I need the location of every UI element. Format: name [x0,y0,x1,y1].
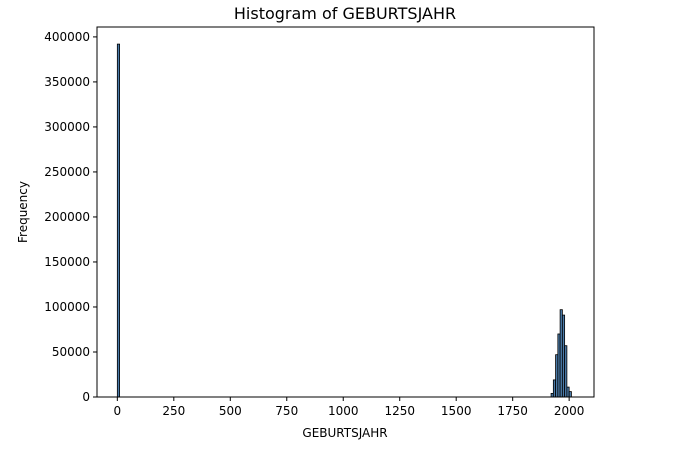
x-tick-label-2: 500 [219,404,242,418]
x-tick-label-8: 2000 [554,404,585,418]
x-tick-label-5: 1250 [384,404,415,418]
x-tick-label-0: 0 [114,404,122,418]
histogram-bar-9 [568,391,572,398]
y-tick-label-5: 250000 [44,165,90,179]
chart-title: Histogram of GEBURTSJAHR [234,4,456,23]
y-tick-label-7: 350000 [44,75,90,89]
y-tick-label-2: 100000 [44,300,90,314]
y-tick-label-1: 50000 [52,345,90,359]
x-tick-label-7: 1750 [497,404,528,418]
y-tick-label-6: 300000 [44,120,90,134]
y-axis-ticks: 0 50000 100000 150000 200000 250000 300000 3500… [44,30,97,404]
x-axis-label: GEBURTSJAHR [302,426,387,440]
y-tick-label-0: 0 [82,390,90,404]
x-axis-ticks: 0 250 500 750 1000 1250 1500 1750 2000 [114,397,585,418]
x-tick-label-1: 250 [162,404,185,418]
bars-group [116,43,572,398]
x-tick-label-3: 750 [275,404,298,418]
plot-frame [96,26,595,398]
y-tick-label-8: 400000 [44,30,90,44]
histogram-bar-0 [116,43,120,398]
x-tick-label-4: 1000 [328,404,359,418]
x-tick-label-6: 1500 [441,404,472,418]
y-axis-label: Frequency [16,181,30,243]
y-tick-label-4: 200000 [44,210,90,224]
y-tick-label-3: 150000 [44,255,90,269]
